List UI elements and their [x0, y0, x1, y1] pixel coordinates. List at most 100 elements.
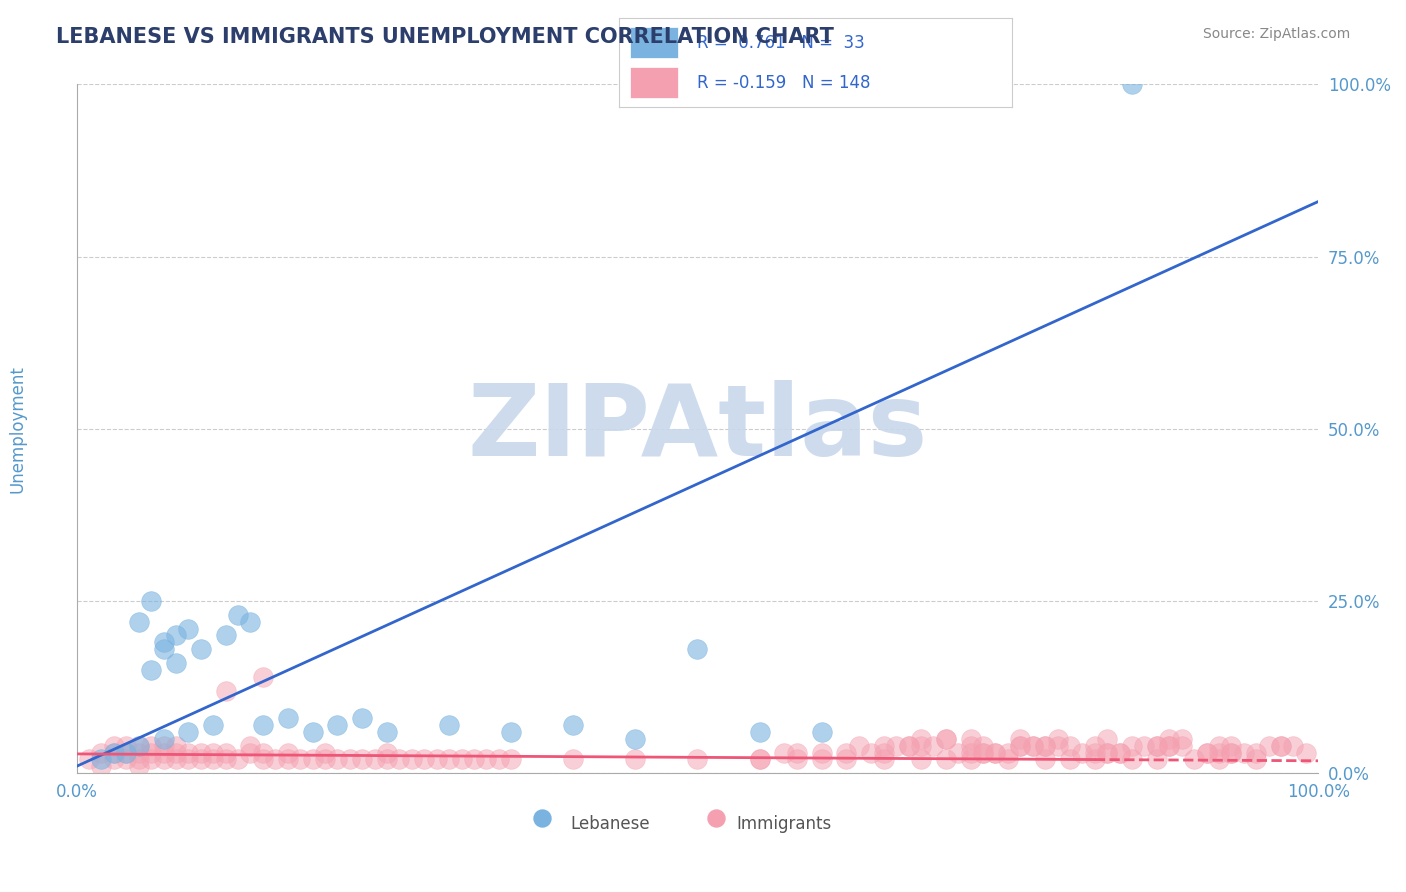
Point	[1146, 739, 1168, 753]
FancyBboxPatch shape	[630, 67, 678, 98]
Point	[848, 739, 870, 753]
Point	[301, 724, 323, 739]
Point	[1121, 739, 1143, 753]
Point	[946, 746, 969, 760]
Point	[1095, 746, 1118, 760]
Point	[1108, 746, 1130, 760]
Point	[437, 718, 460, 732]
Point	[1244, 752, 1267, 766]
Point	[128, 739, 150, 753]
Point	[190, 746, 212, 760]
Point	[139, 594, 162, 608]
Point	[873, 752, 896, 766]
Point	[115, 752, 138, 766]
Point	[288, 752, 311, 766]
Point	[959, 746, 981, 760]
Point	[115, 746, 138, 760]
Point	[1208, 752, 1230, 766]
Point	[252, 746, 274, 760]
Point	[1270, 739, 1292, 753]
Point	[1159, 739, 1181, 753]
Point	[103, 739, 125, 753]
Point	[426, 752, 449, 766]
Point	[1282, 739, 1305, 753]
Point	[314, 752, 336, 766]
Point	[202, 752, 225, 766]
Point	[226, 607, 249, 622]
Point	[972, 739, 994, 753]
Point	[1159, 731, 1181, 746]
Point	[1059, 752, 1081, 766]
Point	[128, 739, 150, 753]
Point	[115, 739, 138, 753]
Point	[214, 628, 236, 642]
Point	[413, 752, 436, 766]
Point	[1233, 746, 1256, 760]
Point	[910, 739, 932, 753]
Point	[1059, 739, 1081, 753]
Point	[190, 642, 212, 657]
Point	[1010, 739, 1032, 753]
Point	[128, 752, 150, 766]
Point	[972, 746, 994, 760]
Point	[531, 811, 554, 825]
Point	[1033, 752, 1056, 766]
Point	[226, 752, 249, 766]
Point	[984, 746, 1007, 760]
Point	[375, 746, 398, 760]
Point	[103, 752, 125, 766]
Point	[1121, 752, 1143, 766]
Point	[1046, 731, 1069, 746]
Point	[959, 739, 981, 753]
Point	[624, 731, 647, 746]
Point	[1182, 752, 1205, 766]
Point	[363, 752, 385, 766]
Point	[1010, 731, 1032, 746]
Point	[1084, 752, 1107, 766]
Point	[1208, 746, 1230, 760]
Point	[450, 752, 472, 766]
Point	[562, 752, 585, 766]
Point	[277, 711, 299, 725]
Point	[277, 746, 299, 760]
Point	[997, 746, 1019, 760]
Point	[437, 752, 460, 766]
Point	[239, 739, 262, 753]
Point	[202, 746, 225, 760]
Point	[873, 739, 896, 753]
Text: Lebanese: Lebanese	[571, 814, 651, 832]
Y-axis label: Unemployment: Unemployment	[8, 365, 27, 492]
Point	[997, 752, 1019, 766]
Point	[910, 731, 932, 746]
Point	[264, 752, 287, 766]
Point	[239, 615, 262, 629]
Point	[252, 752, 274, 766]
Point	[128, 746, 150, 760]
Point	[375, 724, 398, 739]
Point	[152, 731, 174, 746]
Point	[1046, 739, 1069, 753]
Point	[810, 746, 832, 760]
Point	[214, 746, 236, 760]
Point	[810, 724, 832, 739]
Point	[501, 752, 523, 766]
Point	[301, 752, 323, 766]
Point	[139, 752, 162, 766]
Point	[401, 752, 423, 766]
Point	[177, 752, 200, 766]
Point	[90, 746, 112, 760]
Point	[1108, 746, 1130, 760]
Point	[910, 752, 932, 766]
Point	[984, 746, 1007, 760]
Point	[103, 746, 125, 760]
Point	[252, 718, 274, 732]
Point	[1170, 739, 1192, 753]
Text: Source: ZipAtlas.com: Source: ZipAtlas.com	[1202, 27, 1350, 41]
Point	[165, 746, 187, 760]
Point	[239, 746, 262, 760]
Point	[959, 752, 981, 766]
Point	[103, 746, 125, 760]
Point	[115, 746, 138, 760]
Point	[873, 746, 896, 760]
Point	[152, 746, 174, 760]
